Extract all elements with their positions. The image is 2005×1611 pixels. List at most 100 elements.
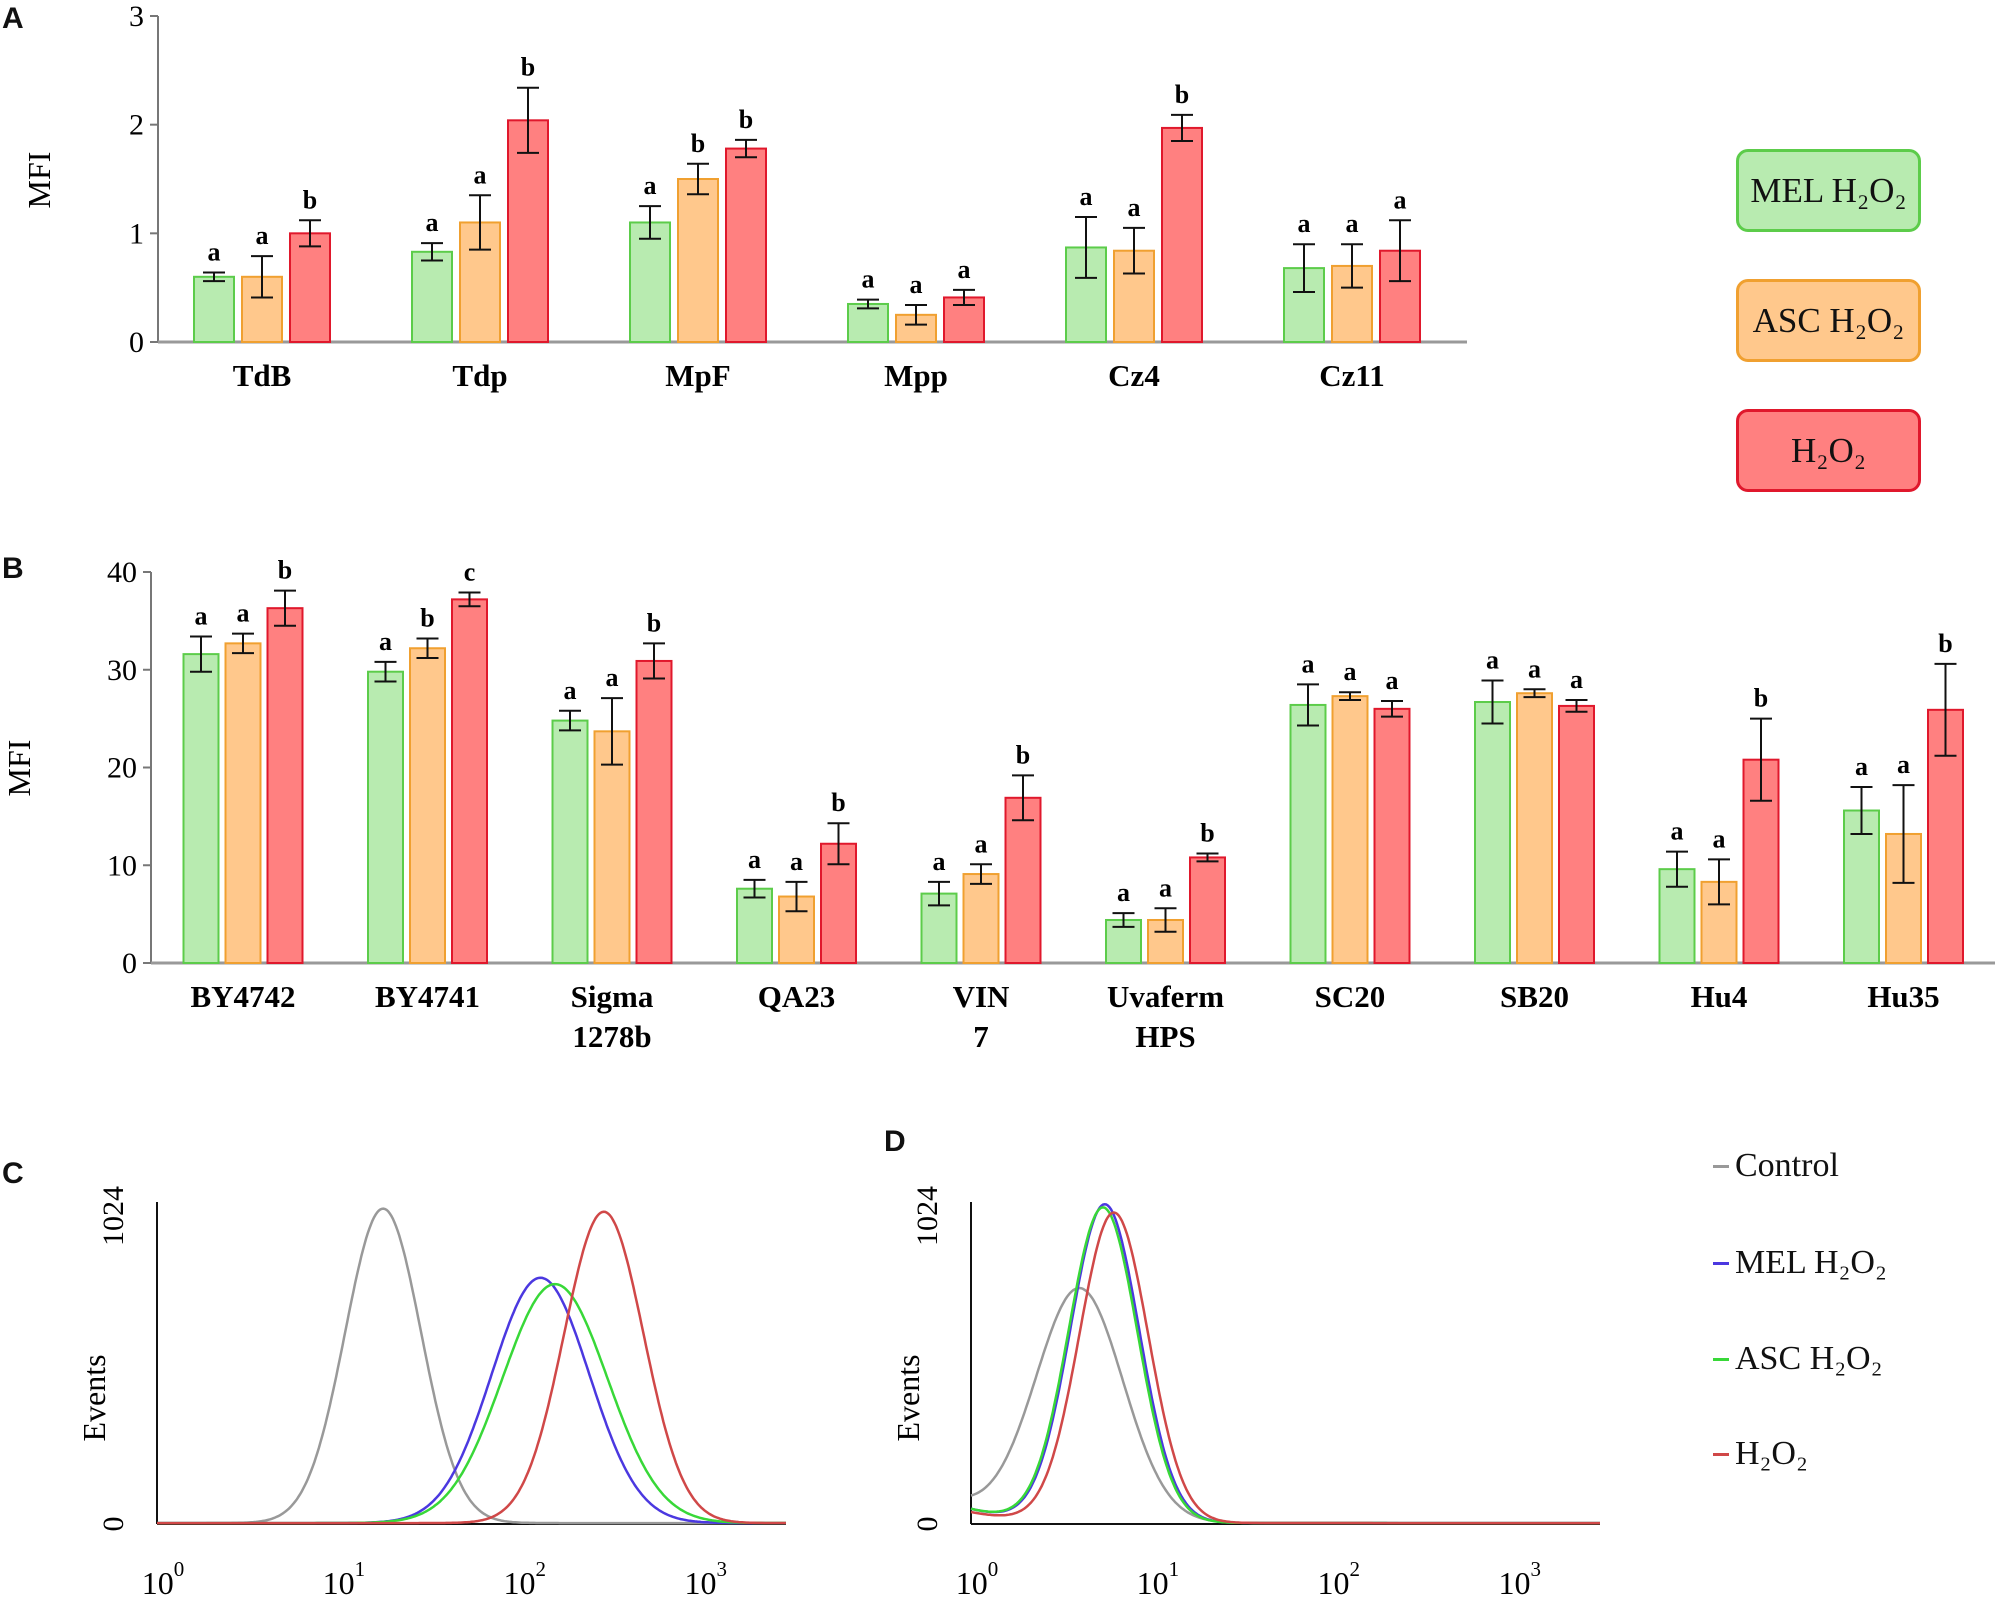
panel-label-b: B [2, 552, 24, 585]
y-axis-label: Events [890, 1354, 926, 1441]
legend-line-label-h2o2: H₂O₂ [1735, 1435, 1808, 1472]
y-tick-label: 10 [107, 849, 137, 882]
category-label: BY4742 [190, 979, 295, 1014]
x-tick-label: 103 [1498, 1557, 1541, 1601]
category-label: SB20 [1500, 979, 1569, 1014]
significance-label: b [1938, 629, 1952, 658]
significance-label: a [1159, 873, 1172, 902]
legend-item-mel: MEL H₂O₂ [1736, 149, 1921, 232]
bar [1558, 704, 1595, 964]
bar [289, 232, 331, 343]
legend-item-asc: ASC H₂O₂ [1736, 279, 1921, 362]
significance-label: b [1175, 80, 1189, 109]
significance-label: a [748, 845, 761, 874]
y-tick-label: 30 [107, 654, 137, 687]
bar [677, 178, 719, 343]
significance-label: b [831, 788, 845, 817]
significance-label: a [644, 171, 657, 200]
significance-label: a [933, 847, 946, 876]
category-label: SC20 [1315, 979, 1386, 1014]
category-label: VIN 7 [953, 979, 1010, 1054]
bar [1289, 703, 1327, 964]
legend-line-label-mel: MEL H₂O₂ [1735, 1244, 1887, 1281]
bar [736, 887, 773, 964]
bar [367, 670, 404, 965]
bar [1004, 796, 1042, 964]
category-label: Mpp [884, 358, 948, 393]
significance-label: a [1528, 654, 1541, 683]
histogram-line [970, 1206, 1600, 1525]
chart-c: 0 1024 Events 100 101 102 103 [76, 1186, 786, 1601]
bar [635, 659, 673, 964]
x-tick-label: 100 [142, 1557, 185, 1601]
category-label: Hu4 [1691, 979, 1748, 1014]
legend-line-label-control: Control [1735, 1147, 1839, 1184]
y-axis-label: MFI [1, 740, 37, 797]
legend-label-h2o2: H₂O₂ [1791, 430, 1866, 470]
significance-label: a [862, 265, 875, 294]
significance-label: a [256, 221, 269, 250]
bar [1843, 809, 1880, 965]
y-tick-label: 3 [129, 0, 144, 33]
legend-line-label-asc: ASC H₂O₂ [1735, 1340, 1883, 1377]
histogram-line [970, 1203, 1600, 1525]
significance-label: a [379, 627, 392, 656]
bar [920, 892, 958, 964]
bar [725, 147, 767, 343]
bar [943, 296, 985, 343]
significance-label: a [195, 602, 208, 631]
histogram-line [157, 1282, 786, 1525]
y-axis-label: Events [76, 1354, 112, 1441]
bar [266, 607, 304, 964]
significance-label: a [1897, 750, 1910, 779]
category-label: Hu35 [1867, 979, 1939, 1014]
bar [593, 730, 631, 964]
significance-label: b [1016, 740, 1030, 769]
legend-swatch-control [1713, 1164, 1729, 1168]
significance-label: a [1394, 185, 1407, 214]
significance-label: a [1570, 665, 1583, 694]
category-label: Tdp [452, 358, 507, 393]
significance-label: b [278, 556, 292, 585]
significance-label: b [420, 603, 434, 632]
significance-label: a [1713, 824, 1726, 853]
significance-label: a [1386, 666, 1399, 695]
significance-label: a [208, 237, 221, 266]
x-tick-label: 103 [684, 1557, 727, 1601]
significance-label: a [1486, 646, 1499, 675]
significance-label: a [1346, 209, 1359, 238]
significance-label: a [1128, 193, 1141, 222]
histogram-line [157, 1207, 786, 1525]
bar [847, 302, 889, 344]
category-label: QA23 [758, 979, 836, 1014]
bar [895, 313, 937, 344]
y-axis-label: MFI [21, 152, 57, 209]
x-tick-label: 102 [1318, 1557, 1361, 1601]
legend-swatch-mel [1713, 1261, 1729, 1265]
significance-label: a [1117, 878, 1130, 907]
legend-swatch-h2o2 [1713, 1452, 1729, 1456]
significance-label: b [647, 608, 661, 637]
significance-label: a [474, 160, 487, 189]
significance-label: a [975, 829, 988, 858]
significance-label: a [1671, 817, 1684, 846]
legend-swatch-asc [1713, 1357, 1729, 1361]
category-label: BY4741 [375, 979, 480, 1014]
y-tick-label: 0 [129, 326, 144, 359]
significance-label: b [739, 105, 753, 134]
significance-label: c [464, 558, 476, 587]
bar [962, 873, 1000, 964]
category-label: TdB [233, 358, 292, 393]
bar [1474, 701, 1511, 964]
bar [507, 119, 549, 343]
histogram-line [157, 1210, 786, 1525]
chart-d: 0 1024 Events 100 101 102 103 [890, 1186, 1600, 1601]
bar [182, 653, 220, 965]
bar [241, 275, 283, 343]
bar [778, 895, 815, 964]
histogram-line [970, 1211, 1600, 1525]
legend-item-h2o2: H₂O₂ [1736, 409, 1921, 492]
bar [451, 598, 488, 965]
